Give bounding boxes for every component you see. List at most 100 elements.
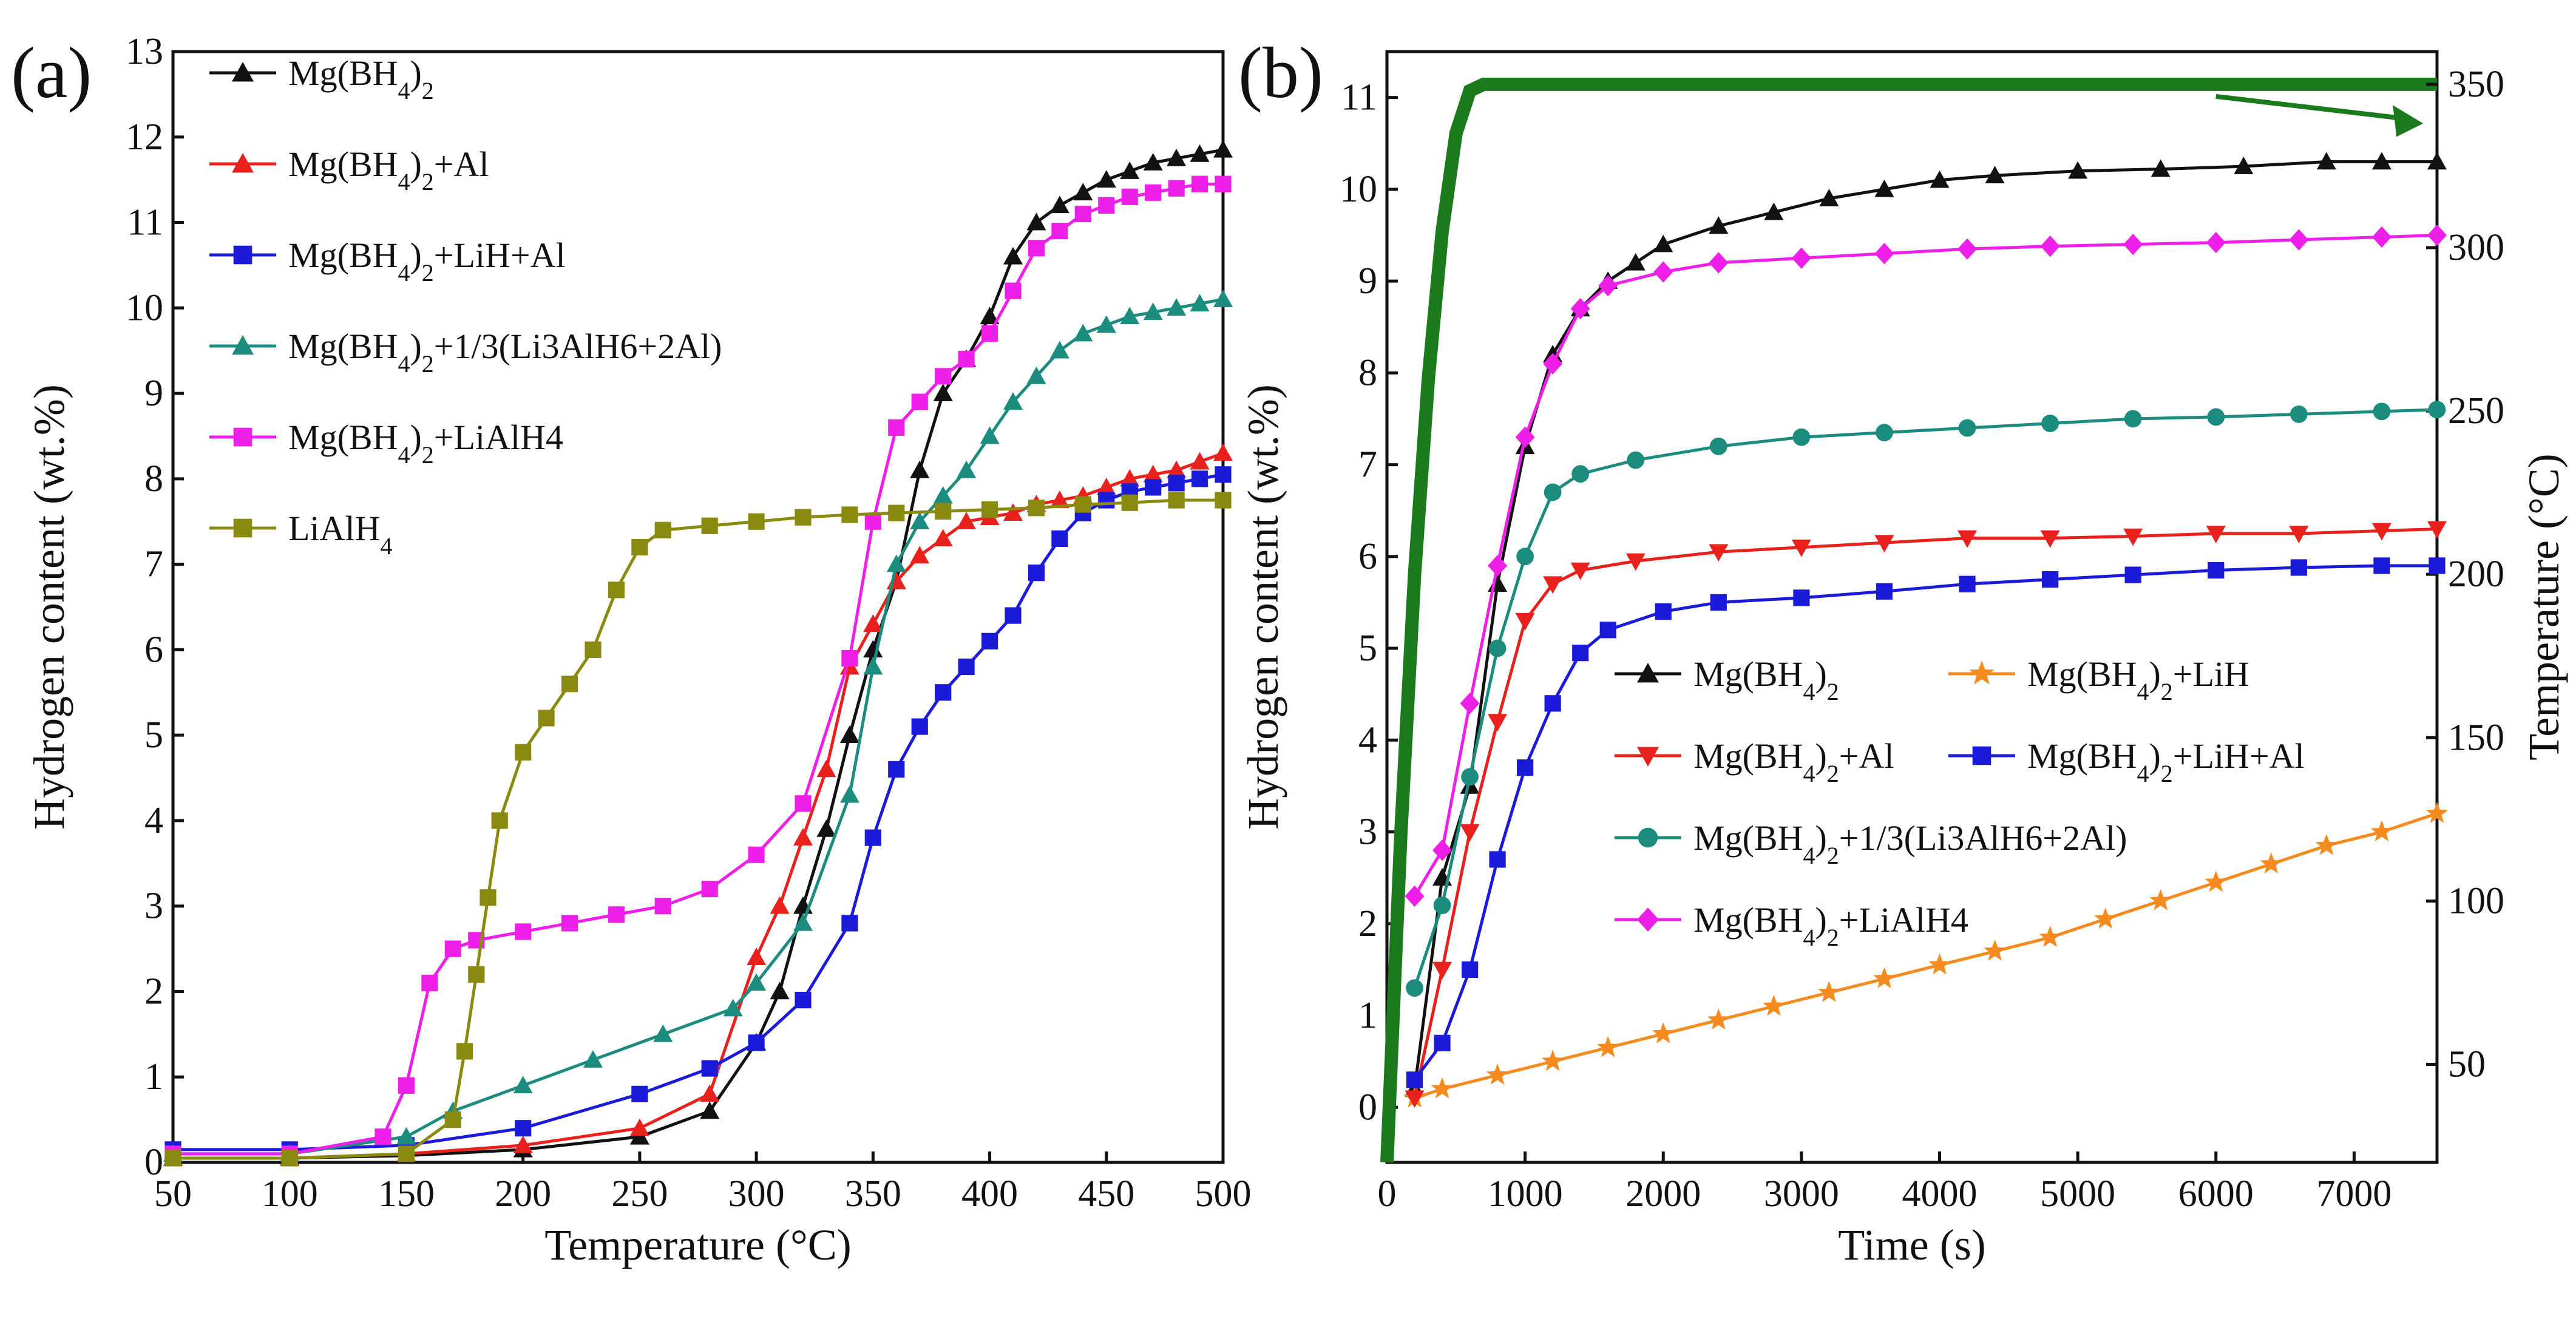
legend-text-part: +LiAlH4	[434, 418, 563, 457]
data-point	[1958, 419, 1976, 437]
data-point	[444, 1111, 461, 1128]
data-point	[631, 538, 648, 556]
legend-text-part: 4	[398, 350, 410, 378]
data-point	[1627, 451, 1645, 469]
legend-text-part: 4	[380, 532, 392, 560]
x-tick-label: 100	[262, 1173, 318, 1215]
series-line	[1413, 527, 2438, 1099]
legend-marker	[232, 62, 254, 82]
data-point	[2234, 157, 2254, 174]
data-point	[538, 710, 555, 727]
data-point	[1763, 994, 1785, 1016]
data-point	[1571, 465, 1590, 483]
legend-text-part: LiAlH	[288, 509, 380, 548]
data-point	[561, 915, 578, 932]
legend-text-part: )	[2149, 736, 2160, 776]
data-point	[1625, 253, 1646, 271]
legend-label: LiAlH4	[288, 509, 392, 560]
data-point	[2315, 834, 2338, 855]
data-point	[421, 974, 438, 991]
data-point	[2206, 231, 2226, 254]
data-point	[1120, 469, 1140, 487]
y-tick-label: 2	[1358, 903, 1377, 944]
legend-text-part: Mg(BH	[1693, 736, 1803, 776]
data-point	[2206, 526, 2226, 544]
data-point	[1984, 939, 2006, 961]
x-tick-label: 1000	[1488, 1173, 1563, 1215]
data-point	[841, 915, 858, 932]
data-point	[1051, 223, 1068, 240]
data-point	[1541, 1049, 1564, 1071]
y-tick-label: 10	[1340, 169, 1377, 210]
legend-marker	[1972, 746, 1991, 765]
legend-text-part: Mg(BH	[2027, 736, 2137, 776]
legend-label: Mg(BH4)2+LiH+Al	[2027, 736, 2305, 787]
data-point	[1488, 555, 1508, 577]
data-point	[1874, 535, 1894, 553]
x-tick-label: 450	[1078, 1173, 1134, 1215]
y2-tick-label: 300	[2448, 227, 2504, 268]
data-point	[1570, 297, 1590, 320]
data-point	[793, 828, 813, 846]
series	[164, 466, 1232, 1158]
data-point	[1957, 238, 1978, 260]
legend-text-part: 2	[422, 259, 434, 287]
data-point	[1959, 575, 1976, 592]
data-point	[1930, 170, 1950, 188]
data-point	[910, 512, 930, 530]
series	[164, 492, 1232, 1167]
data-point	[957, 460, 977, 478]
data-point	[2371, 226, 2391, 248]
data-point	[888, 419, 905, 436]
data-point	[1599, 622, 1616, 639]
data-point	[958, 351, 975, 368]
data-point	[1168, 492, 1185, 509]
data-point	[1215, 492, 1232, 509]
data-point	[1460, 693, 1480, 714]
legend-marker	[232, 153, 254, 173]
data-point	[396, 1127, 416, 1145]
data-point	[1764, 202, 1784, 220]
data-point	[841, 649, 858, 667]
data-point	[863, 640, 883, 658]
legend-marker	[1637, 663, 1659, 683]
series-line	[173, 473, 1224, 1151]
data-point	[1003, 246, 1023, 265]
legend-text-part: +LiH+Al	[434, 236, 566, 275]
data-point	[1096, 315, 1116, 333]
series-line	[1413, 160, 2437, 1090]
legend-text-part: Mg(BH	[288, 53, 398, 93]
data-point	[1003, 503, 1023, 521]
data-point	[1625, 553, 1646, 571]
data-point	[1005, 607, 1022, 624]
data-point	[2428, 401, 2446, 419]
data-point	[2094, 907, 2117, 929]
data-point	[1005, 282, 1022, 299]
data-point	[1074, 205, 1091, 223]
series	[1405, 224, 2447, 907]
legend-text-part: +Al	[1839, 736, 1894, 776]
legend-label: Mg(BH4)2+1/3(Li3AlH6+2Al)	[1693, 818, 2127, 869]
x-tick-label: 500	[1195, 1173, 1252, 1215]
data-point	[1515, 612, 1535, 631]
data-point	[981, 632, 998, 649]
data-point	[629, 1118, 649, 1136]
legend-text-part: 2	[1827, 842, 1839, 869]
series-line	[173, 452, 1224, 1160]
legend-marker	[233, 427, 253, 447]
y2-tick-label: 150	[2448, 717, 2504, 758]
series	[1406, 401, 2446, 997]
legend-text-part: Mg(BH	[2027, 654, 2137, 694]
data-point	[1873, 967, 1896, 989]
legend-marker	[1969, 660, 1995, 685]
y2-tick-label: 200	[2448, 554, 2504, 595]
data-point	[1544, 483, 1562, 501]
legend: Mg(BH4)2Mg(BH4)2+AlMg(BH4)2+LiH+AlMg(BH4…	[209, 53, 722, 560]
legend-text-part: 4	[398, 441, 410, 469]
data-point	[281, 1150, 298, 1167]
y-tick-label: 13	[126, 31, 163, 72]
legend-text-part: Mg(BH	[1693, 818, 1803, 858]
x-tick-label: 350	[845, 1173, 901, 1215]
data-point	[1431, 1077, 1454, 1099]
legend-text-part: +LiAlH4	[1839, 900, 1968, 940]
